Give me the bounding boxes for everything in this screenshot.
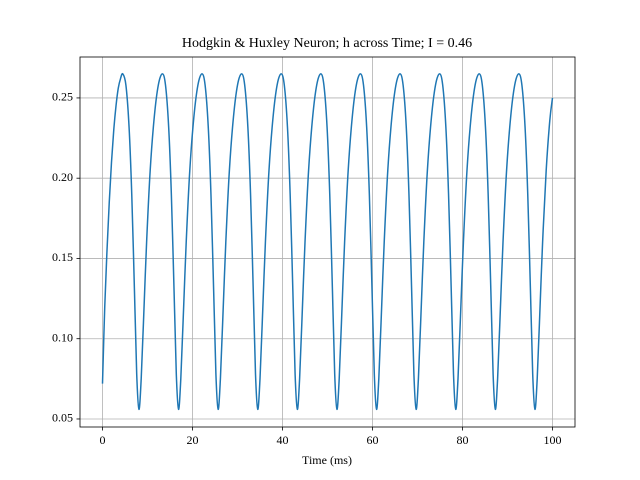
line-series — [101, 72, 554, 411]
x-tick-label: 100 — [544, 433, 562, 447]
y-tick-label: 0.15 — [52, 250, 73, 264]
x-axis-label: Time (ms) — [302, 453, 352, 467]
y-tick-label: 0.20 — [52, 170, 73, 184]
chart-title: Hodgkin & Huxley Neuron; h across Time; … — [182, 36, 472, 51]
x-tick-label: 60 — [367, 433, 379, 447]
x-tick-label: 80 — [457, 433, 469, 447]
y-tick-label: 0.10 — [52, 330, 73, 344]
y-tick-label: 0.25 — [52, 90, 73, 104]
y-tick-label: 0.05 — [52, 411, 73, 425]
x-tick-label: 20 — [187, 433, 199, 447]
x-tick-label: 0 — [100, 433, 106, 447]
plot-frame — [79, 56, 576, 428]
x-tick-label: 40 — [277, 433, 289, 447]
